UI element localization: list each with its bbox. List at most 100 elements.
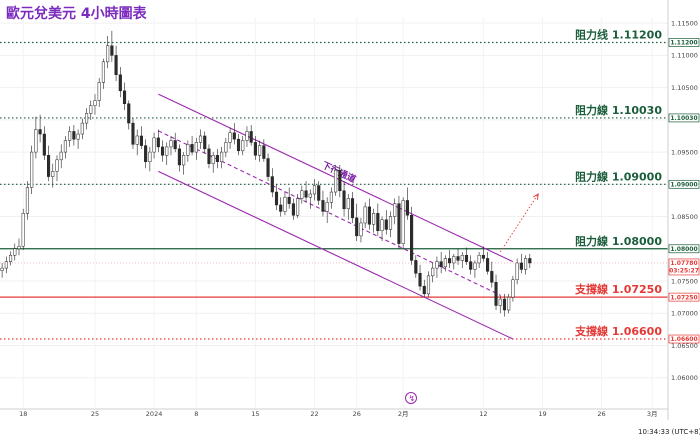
candle <box>329 191 333 203</box>
candle <box>190 144 194 153</box>
candle <box>296 198 300 216</box>
candle <box>182 155 186 166</box>
chart-title: 歐元兌美元 4小時圖表 <box>6 5 148 22</box>
candle <box>89 105 93 114</box>
candle <box>144 145 148 163</box>
x-tick-label: 22 <box>310 410 318 418</box>
candle <box>456 256 460 261</box>
candle <box>114 55 118 75</box>
candle <box>283 196 287 212</box>
y-tick-label: 1.08500 <box>671 213 698 221</box>
candle <box>148 151 152 163</box>
level-badge-text: 1.06600 <box>670 336 697 343</box>
candle <box>435 261 439 269</box>
candle <box>334 169 338 193</box>
candle <box>101 61 105 83</box>
level-labels: 阻力线 1.11200 1.11200 阻力線 1.10030 1.10030 阻力線 … <box>574 27 700 344</box>
channel-middle-line <box>158 130 501 296</box>
candle <box>63 140 67 153</box>
candle <box>304 190 308 198</box>
level-badge-text: 1.09000 <box>670 182 697 189</box>
candle <box>84 113 89 124</box>
candle <box>410 215 414 261</box>
candle <box>245 131 249 141</box>
candle <box>51 171 55 177</box>
candle <box>253 142 257 156</box>
candle <box>80 122 84 135</box>
candle <box>8 254 13 262</box>
candle <box>118 74 122 92</box>
candle <box>443 258 447 268</box>
level-label: 阻力線 1.09000 <box>575 169 662 183</box>
timestamp: 10:34:33 (UTC+8) <box>638 428 700 436</box>
candle <box>241 140 245 152</box>
level-badge <box>668 244 700 254</box>
x-tick-label: 2月 <box>398 410 409 418</box>
candle <box>355 217 359 237</box>
candle <box>203 135 207 150</box>
y-tick-label: 1.09500 <box>671 148 698 156</box>
candle <box>380 219 384 231</box>
candle <box>338 169 342 192</box>
level-badge <box>668 113 700 123</box>
candle <box>460 254 464 261</box>
current-price-badge <box>668 258 700 276</box>
candle <box>422 285 426 295</box>
x-tick-label: 3月 <box>647 410 658 418</box>
level-badge-text: 1.11200 <box>670 40 697 47</box>
candle <box>439 261 443 268</box>
x-tick-label: 26 <box>353 410 361 418</box>
candle <box>59 151 63 161</box>
candle <box>34 129 38 153</box>
candle <box>342 190 346 210</box>
candle <box>308 193 312 198</box>
candle <box>211 155 215 164</box>
level-label: 支撐線 1.06600 <box>574 324 662 338</box>
candle <box>519 262 523 270</box>
candle <box>528 258 532 264</box>
candle <box>249 131 253 143</box>
candle <box>287 196 291 204</box>
x-tick-label: 19 <box>538 410 546 418</box>
candle <box>325 202 329 212</box>
candle <box>38 129 42 135</box>
candle <box>502 298 507 311</box>
candle <box>481 254 485 259</box>
candle <box>524 258 528 270</box>
candle <box>42 133 46 156</box>
x-tick-label: 2024 <box>146 410 163 418</box>
level-badge <box>668 292 700 302</box>
candle <box>414 260 418 274</box>
candle <box>388 216 393 230</box>
candle <box>279 204 283 212</box>
candle <box>431 267 435 277</box>
candle <box>464 254 469 262</box>
level-badge-text: 1.08000 <box>670 246 697 253</box>
candles <box>0 30 532 317</box>
projection-arrow <box>499 193 539 253</box>
x-tick-label: 18 <box>19 410 27 418</box>
x-tick-label: 26 <box>597 410 605 418</box>
candle <box>224 142 228 153</box>
candle <box>236 138 241 152</box>
projection-arrowhead <box>532 193 539 200</box>
candle <box>76 133 80 140</box>
y-tick-label: 1.07000 <box>671 310 698 318</box>
candle <box>0 267 4 271</box>
candle <box>469 261 473 270</box>
candle <box>232 132 236 140</box>
candle <box>452 256 456 264</box>
candle <box>152 137 156 153</box>
candle <box>321 200 325 212</box>
candle <box>21 213 25 247</box>
candle <box>165 146 169 156</box>
price-levels <box>0 41 668 340</box>
candle <box>372 213 376 225</box>
candle <box>215 155 219 163</box>
x-axis: 18 25 2024 8 15 22 26 2月 12 19 26 3月 <box>19 410 657 418</box>
candle <box>228 132 232 143</box>
y-tick-label: 1.11500 <box>671 19 698 27</box>
candle <box>220 151 224 163</box>
level-badge <box>668 179 700 189</box>
candle <box>93 100 97 106</box>
